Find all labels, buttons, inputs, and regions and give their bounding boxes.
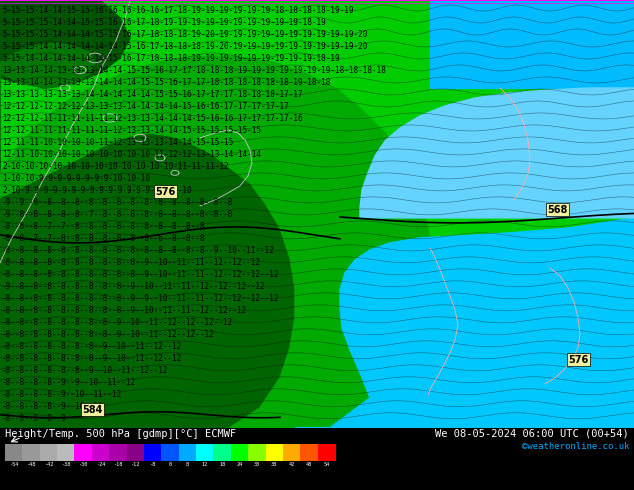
Bar <box>57 444 75 461</box>
Polygon shape <box>430 0 634 88</box>
Text: -9--8--8--8--8--8--7--8--8--8--8--8--8--8--8--8--8: -9--8--8--8--8--8--7--8--8--8--8--8--8--… <box>2 210 233 220</box>
Bar <box>144 444 162 461</box>
Text: -8--8--8--8--8--8--8--8--8--8--9--10--11--11--12--12--12: -8--8--8--8--8--8--8--8--8--8--9--10--11… <box>2 258 261 268</box>
Text: -8--8--8--8--8--8--8--8--9--10--11--12--12--12--12: -8--8--8--8--8--8--8--8--9--10--11--12--… <box>2 318 233 327</box>
Text: -8--8--8--7--7--8--8--8--8--8--8--8--8--8--8: -8--8--8--7--7--8--8--8--8--8--8--8--8--… <box>2 222 205 231</box>
Bar <box>5 444 23 461</box>
Text: -8--8--8--8--9--9--10--11--12: -8--8--8--8--9--9--10--11--12 <box>2 378 136 387</box>
Text: 0: 0 <box>169 462 172 467</box>
Text: -24: -24 <box>96 462 105 467</box>
Bar <box>127 444 145 461</box>
Polygon shape <box>0 0 295 428</box>
Text: 568: 568 <box>547 205 567 215</box>
Bar <box>22 444 40 461</box>
Polygon shape <box>0 56 430 428</box>
Text: -8--8--8--8--8--8--9--10--11--12--12: -8--8--8--8--8--8--9--10--11--12--12 <box>2 367 169 375</box>
Text: -54: -54 <box>9 462 18 467</box>
Text: 5-15-15-14-14-15-15-16-16-16-16-16-17-18-19-19-19-19-19-19-18-18-18-18-19-19: 5-15-15-14-14-15-15-16-16-16-16-16-17-18… <box>2 6 354 16</box>
Bar <box>266 444 283 461</box>
Text: We 08-05-2024 06:00 UTC (00+54): We 08-05-2024 06:00 UTC (00+54) <box>436 429 629 439</box>
Text: -8--8--8--8--8--8--8--9--10--11--12--12: -8--8--8--8--8--8--8--9--10--11--12--12 <box>2 343 183 351</box>
Polygon shape <box>0 0 130 88</box>
Text: 48: 48 <box>306 462 312 467</box>
Text: -48: -48 <box>27 462 36 467</box>
Text: 54: 54 <box>323 462 330 467</box>
Text: 18: 18 <box>219 462 225 467</box>
Bar <box>214 444 231 461</box>
Text: ©weatheronline.co.uk: ©weatheronline.co.uk <box>522 442 629 451</box>
Text: -8--8--8--8--8--8--8--8--8--9--10--11--11--12--12--12: -8--8--8--8--8--8--8--8--8--9--10--11--1… <box>2 306 247 316</box>
Polygon shape <box>295 218 634 428</box>
Text: -8--8--8--8--9--10--11: -8--8--8--8--9--10--11 <box>2 402 104 411</box>
Bar <box>283 444 301 461</box>
Text: -8--8--8--8--8--8--8--8--8--9--9--10--11--11--12--12--12--12: -8--8--8--8--8--8--8--8--8--9--9--10--11… <box>2 294 280 303</box>
Text: 5-15-14-14-14-14-14-14-15-16-17-18-18-18-19-19-19-19-19-19-19-19-19-18-19: 5-15-14-14-14-14-14-14-15-16-17-18-18-18… <box>2 54 340 64</box>
Text: 5-15-15-15-14-14-14-15-15-16-17-18-18-18-19-20-19-19-19-19-19-19-19-19-19-19-20: 5-15-15-15-14-14-14-15-15-16-17-18-18-18… <box>2 30 367 40</box>
Bar <box>231 444 249 461</box>
Text: -8--8--8--8--8--8--8--8--8--8--9--10--11--11--12--12--12--12: -8--8--8--8--8--8--8--8--8--8--9--10--11… <box>2 270 280 279</box>
Text: 12-12-12-11-11-11-11-11-12-13-13-14-14-14-15-16-16-17-17-17-17-16: 12-12-12-11-11-11-11-11-12-13-13-14-14-1… <box>2 115 302 123</box>
Text: -8--8--8--8--9--10--11--12: -8--8--8--8--9--10--11--12 <box>2 391 122 399</box>
Text: -9--8--8--8--8--8--8--8--8--9--10--11--11--12--12--12--12: -9--8--8--8--8--8--8--8--8--9--10--11--1… <box>2 282 266 292</box>
Bar <box>40 444 58 461</box>
Text: 13-13-14-14-13-13-13-14-14-14-15-15-16-17-17-18-18-18-18-18-18-19-18-18: 13-13-14-14-13-13-13-14-14-14-15-15-16-1… <box>2 78 330 87</box>
Text: 2-10-10-10-10-10-10-10-10-10-10-10-10-11-11-11-12: 2-10-10-10-10-10-10-10-10-10-10-10-10-11… <box>2 162 229 171</box>
Text: -8--8--8--8--8--8--8--8--8--8--8--8--8--8--8--9--10--11--12: -8--8--8--8--8--8--8--8--8--8--8--8--8--… <box>2 246 275 255</box>
Polygon shape <box>0 0 634 428</box>
Text: 1-10-10-9-9-9-9-9-9-9-9-10-10-10: 1-10-10-9-9-9-9-9-9-9-9-10-10-10 <box>2 174 150 183</box>
Text: 2-10-9-9-9-9-9-9-9-9-9-9-9-9-9-9-10-10-10: 2-10-9-9-9-9-9-9-9-9-9-9-9-9-9-9-10-10-1… <box>2 186 191 196</box>
Bar <box>92 444 110 461</box>
Text: 12-11-11-10-10-10-10-11-12-13-13-13-14-14-15-15-15: 12-11-11-10-10-10-10-11-12-13-13-13-14-1… <box>2 138 233 147</box>
Text: 5-15-15-14-14-14-14-14-14-15-16-17-18-18-18-19-20-19-19-19-19-19-19-19-19-19-20: 5-15-15-14-14-14-14-14-14-15-16-17-18-18… <box>2 43 367 51</box>
Polygon shape <box>360 88 634 218</box>
Text: 30: 30 <box>254 462 260 467</box>
Text: 13-13-14-14-13-13-13-14-14-15-15-16-17-17-18-18-18-19-19-19-19-19-19-19-18-18-18: 13-13-14-14-13-13-13-14-14-15-15-16-17-1… <box>2 67 386 75</box>
Text: -8--8--8--8--8--8--8--9--10--11--12--12: -8--8--8--8--8--8--8--9--10--11--12--12 <box>2 354 183 363</box>
Bar <box>301 444 318 461</box>
Text: 584: 584 <box>82 405 102 415</box>
Polygon shape <box>0 43 95 148</box>
Text: 12-12-12-12-12-12-13-13-13-14-14-14-14-15-16-16-17-17-17-17-17: 12-12-12-12-12-12-13-13-13-14-14-14-14-1… <box>2 102 288 111</box>
Text: 42: 42 <box>288 462 295 467</box>
Text: Height/Temp. 500 hPa [gdmp][°C] ECMWF: Height/Temp. 500 hPa [gdmp][°C] ECMWF <box>5 429 236 439</box>
Polygon shape <box>0 0 80 78</box>
Bar <box>109 444 127 461</box>
Text: -9--9--9--8--8--8--8--8--8--8--8--8--8--8--8--8--8: -9--9--9--8--8--8--8--8--8--8--8--8--8--… <box>2 198 233 207</box>
Polygon shape <box>340 0 634 428</box>
Bar <box>161 444 179 461</box>
Bar <box>74 444 93 461</box>
Text: 38: 38 <box>271 462 277 467</box>
Text: -8: -8 <box>150 462 156 467</box>
Text: 12-11-10-10-10-10-10-10-10-10-10-11-12-12-13-13-14-14-14: 12-11-10-10-10-10-10-10-10-10-10-11-12-1… <box>2 150 261 159</box>
Text: 24: 24 <box>236 462 243 467</box>
Text: -42: -42 <box>44 462 53 467</box>
Text: 12: 12 <box>202 462 208 467</box>
Text: -8--8--8--8--8--8--8--8--9--10--11--12--12--12: -8--8--8--8--8--8--8--8--9--10--11--12--… <box>2 330 215 339</box>
Text: 5-15-15-15-14-14-15-15-16-16-17-18-19-19-19-19-19-19-19-19-19-19-18-19: 5-15-15-15-14-14-15-15-16-16-17-18-19-19… <box>2 19 326 27</box>
Bar <box>196 444 214 461</box>
Text: 13-13-13-13-13-13-14-14-14-14-14-15-15-16-17-17-17-18-18-18-17-17: 13-13-13-13-13-13-14-14-14-14-14-15-15-1… <box>2 91 302 99</box>
Text: 576: 576 <box>155 187 175 197</box>
Text: -38: -38 <box>61 462 70 467</box>
Text: -12: -12 <box>131 462 140 467</box>
Text: -8--8--8--8--9: -8--8--8--8--9 <box>2 414 67 423</box>
Text: -30: -30 <box>79 462 88 467</box>
Bar <box>179 444 197 461</box>
Text: -8--8--7--7--8--8--8--8--8--8--8--6--8--8--8: -8--8--7--7--8--8--8--8--8--8--8--6--8--… <box>2 234 205 244</box>
Text: 8: 8 <box>186 462 189 467</box>
Text: 576: 576 <box>568 355 588 365</box>
Bar <box>318 444 335 461</box>
Bar <box>248 444 266 461</box>
Text: -18: -18 <box>113 462 122 467</box>
Text: 12-12-11-11-11-11-11-11-12-13-13-14-14-15-15-15-15-15-15: 12-12-11-11-11-11-11-11-12-13-13-14-14-1… <box>2 126 261 135</box>
